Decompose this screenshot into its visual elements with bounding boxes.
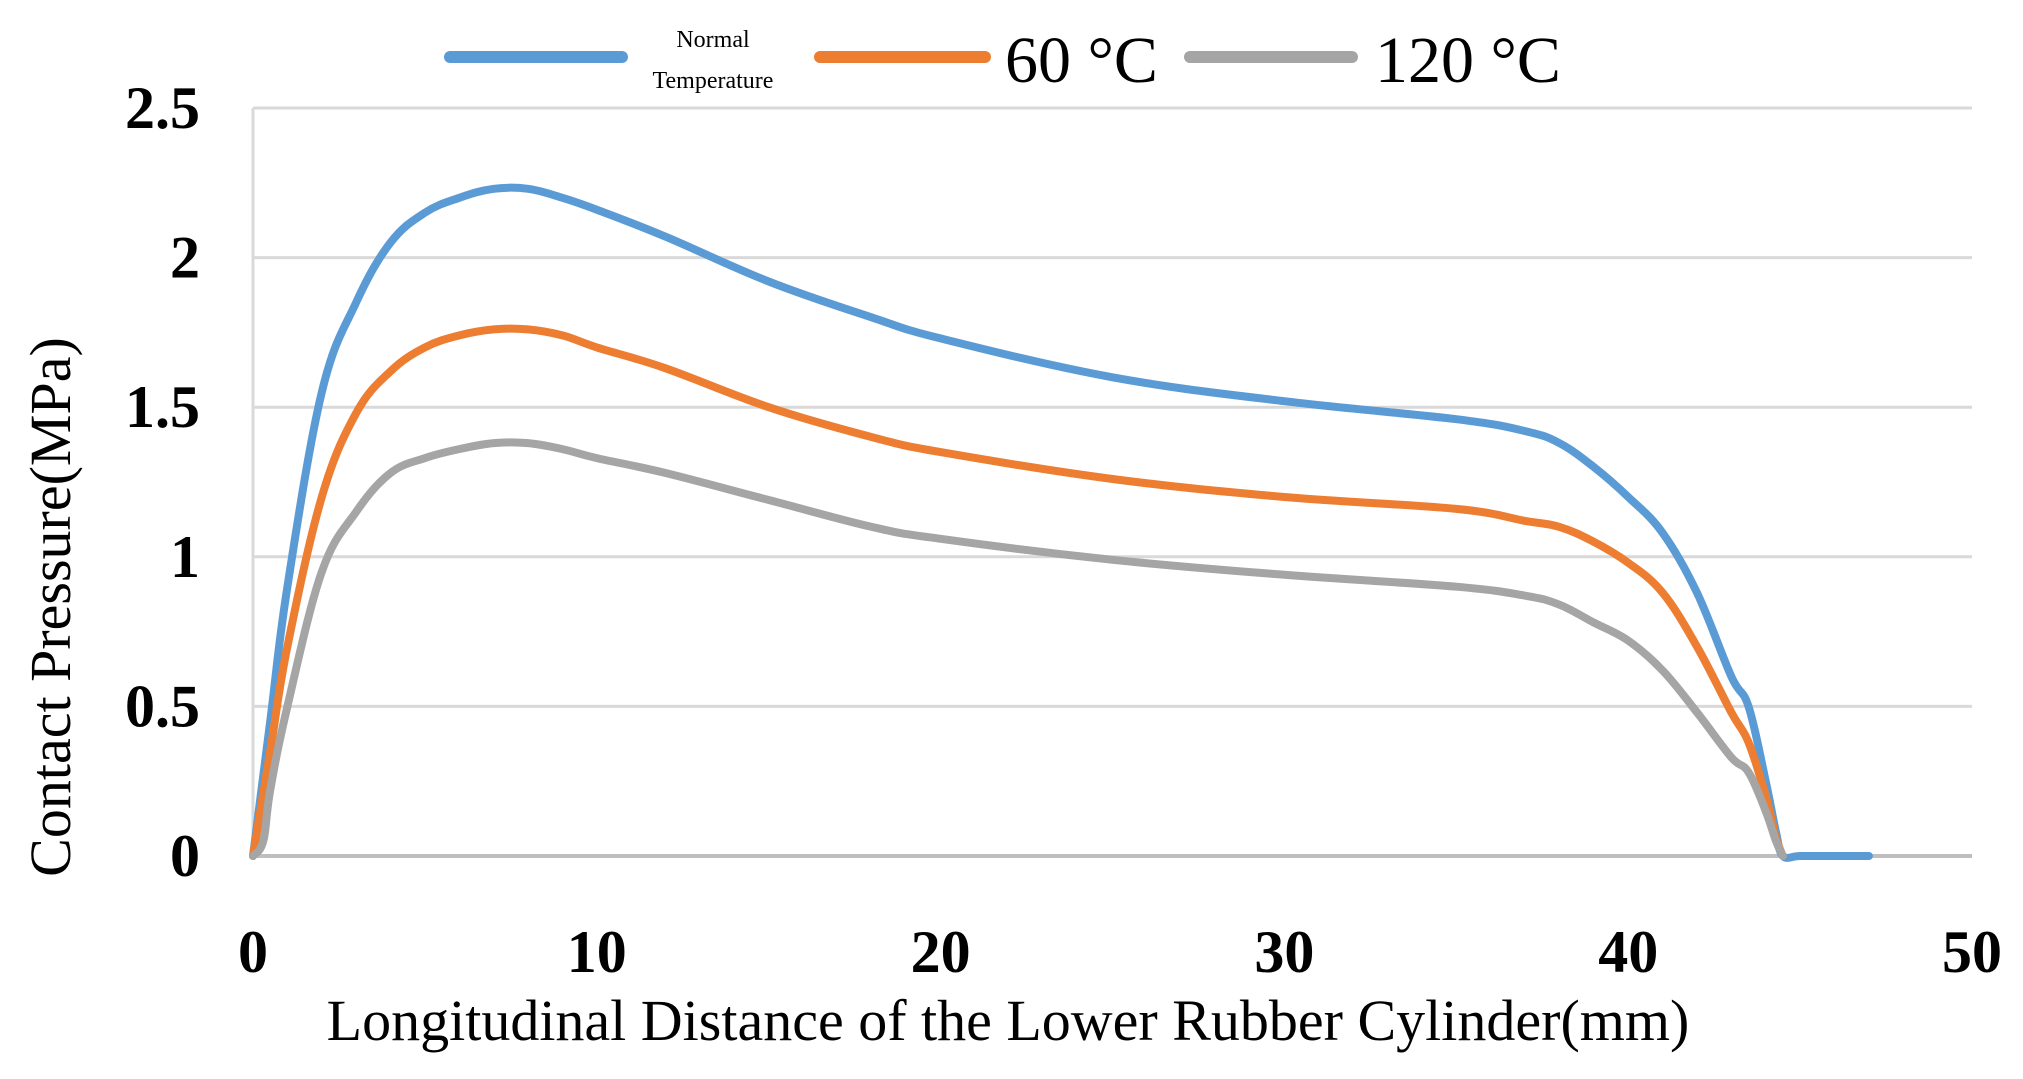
legend-label-normal-line2: Temperature: [653, 68, 774, 94]
x-tick-label: 0: [238, 919, 268, 985]
x-tick-labels: 0 10 20 30 40 50: [238, 919, 2002, 985]
y-tick-label: 0: [170, 823, 200, 889]
legend-label-60c: 60 °C: [1005, 24, 1158, 97]
y-axis-label: Contact Pressure(MPa): [18, 337, 83, 877]
y-tick-labels: 0 0.5 1 1.5 2 2.5: [125, 75, 200, 889]
series-line-2: [249, 324, 1787, 860]
axes: [251, 108, 1972, 858]
x-axis-label: Longitudinal Distance of the Lower Rubbe…: [327, 988, 1690, 1053]
gridlines: [253, 106, 1972, 708]
legend-label-normal-line1: Normal: [676, 27, 750, 53]
y-tick-label: 1: [170, 524, 200, 590]
series-line-1: [249, 183, 1873, 862]
y-tick-label: 2.5: [125, 75, 200, 141]
y-tick-label: 2: [170, 225, 200, 291]
y-tick-label: 1.5: [125, 374, 200, 440]
y-tick-label: 0.5: [125, 673, 200, 739]
series-line-3: [249, 438, 1787, 860]
series-group: [249, 183, 1873, 862]
x-tick-label: 20: [911, 919, 971, 985]
x-tick-label: 30: [1254, 919, 1314, 985]
legend-label-120c: 120 °C: [1375, 24, 1561, 97]
x-tick-label: 10: [567, 919, 627, 985]
x-tick-label: 50: [1942, 919, 2002, 985]
x-tick-label: 40: [1598, 919, 1658, 985]
legend: Normal Temperature 60 °C 120 °C: [444, 24, 1561, 97]
